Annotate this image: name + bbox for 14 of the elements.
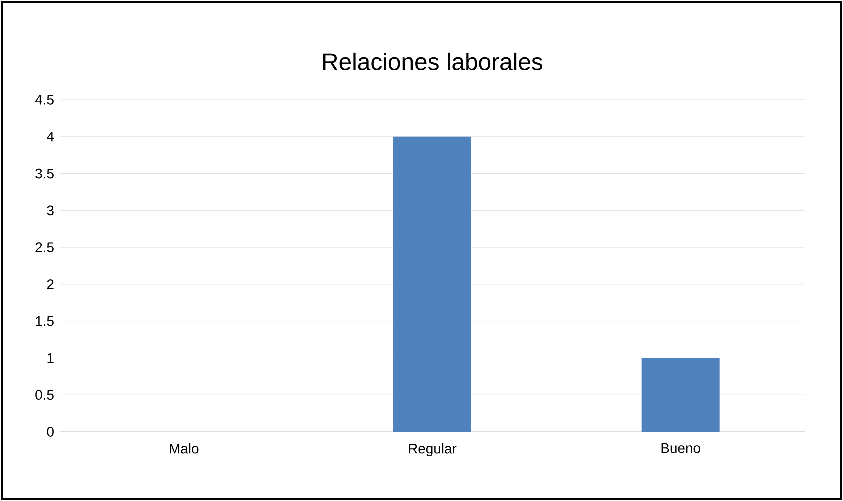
y-tick-label: 1.5 [36,316,54,326]
y-tick-label: 1 [48,353,54,364]
y-tick-label: 2 [47,280,54,290]
y-tick-label: 0.5 [36,390,54,400]
y-tick-label: 3 [47,206,54,216]
y-tick-label: 4.5 [35,95,54,105]
y-tick-label: 4 [47,132,54,142]
x-tick-label: Regular [409,444,457,457]
chart-title: Relaciones laborales [323,52,543,70]
x-tick-label: Malo [170,444,199,454]
x-tick-label: Bueno [662,444,700,454]
y-tick-label: 2.5 [36,242,54,252]
y-tick-label: 3.5 [36,168,54,179]
y-tick-label: 0 [47,427,54,437]
